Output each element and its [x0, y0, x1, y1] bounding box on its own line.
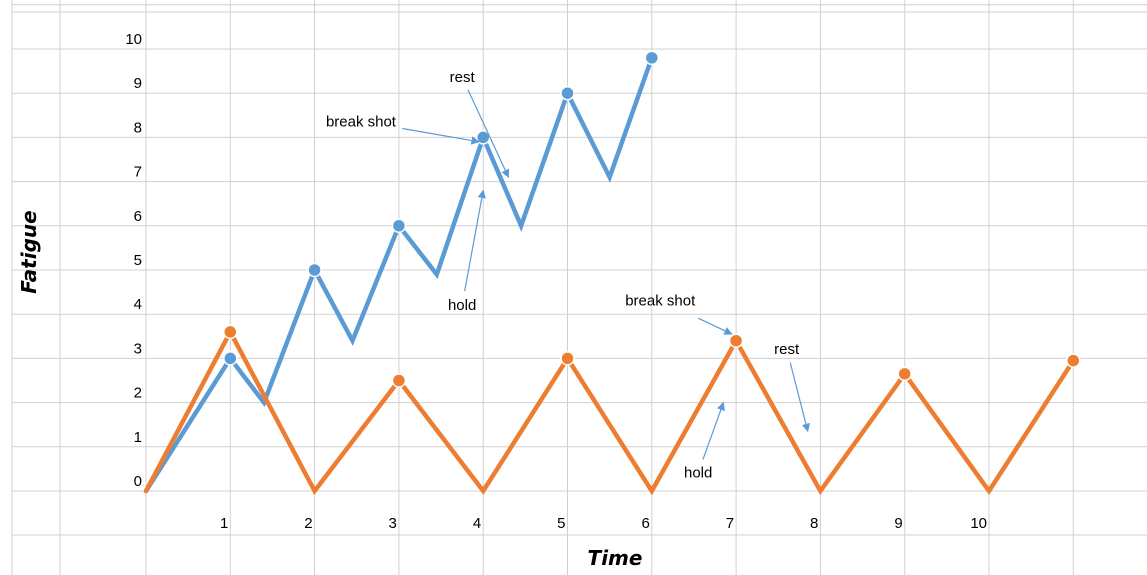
blue-series-point	[223, 351, 238, 366]
x-axis-title: Time	[588, 546, 643, 570]
x-tick-label: 5	[557, 515, 565, 532]
x-tick-label: 4	[473, 515, 481, 532]
series-layer	[143, 50, 1081, 496]
annotation-label: break shot	[625, 292, 696, 309]
annotation-arrow	[789, 362, 810, 433]
y-tick-label: 8	[134, 119, 142, 136]
annotation-label: hold	[448, 297, 476, 314]
orange-series-point	[391, 373, 407, 388]
annotation-arrow	[702, 401, 725, 460]
x-tick-label: 3	[389, 515, 397, 532]
y-tick-label: 0	[134, 473, 142, 490]
annotation-arrow	[402, 127, 480, 145]
blue-series-point	[391, 218, 407, 234]
blue-series-point	[560, 85, 575, 101]
orange-series-line	[143, 327, 1076, 496]
annotation-label: break shot	[326, 113, 397, 130]
y-tick-label: 4	[134, 296, 142, 313]
blue-series-point	[644, 50, 660, 66]
annotation-arrow	[467, 89, 510, 178]
x-tick-label: 6	[641, 515, 649, 532]
orange-series-point	[897, 366, 912, 382]
annotations: rest break shot hold break shot rest hold	[326, 69, 810, 482]
annotation-label: hold	[684, 465, 712, 482]
annotation-label: rest	[450, 69, 476, 86]
y-tick-label: 5	[134, 252, 142, 269]
y-axis-tick-labels: 0 1 2 3 4 5 6 7 8 9 10	[125, 31, 142, 490]
y-tick-label: 10	[125, 31, 142, 48]
y-tick-label: 2	[134, 385, 142, 402]
x-tick-label: 2	[304, 515, 312, 532]
orange-series-point	[1066, 353, 1081, 368]
x-tick-label: 7	[726, 515, 734, 532]
x-tick-label: 10	[970, 515, 987, 532]
y-tick-label: 6	[134, 208, 142, 225]
orange-series-point	[728, 333, 744, 348]
x-tick-label: 8	[810, 515, 818, 532]
orange-series-point	[560, 351, 575, 366]
x-tick-label: 9	[894, 515, 902, 532]
y-axis-title: Fatigue	[17, 210, 41, 293]
annotation-label: rest	[774, 341, 800, 358]
x-axis-tick-labels: 1 2 3 4 5 6 7 8 9 10	[220, 515, 987, 532]
orange-series-point	[223, 324, 238, 340]
annotation-arrow	[697, 317, 733, 335]
y-tick-label: 1	[134, 429, 142, 446]
blue-series-line	[143, 55, 655, 494]
x-tick-label: 1	[220, 515, 228, 532]
gridlines	[11, 0, 1147, 575]
blue-series-point	[307, 262, 322, 278]
y-tick-label: 9	[134, 75, 142, 92]
annotation-arrow	[464, 189, 486, 292]
y-tick-label: 3	[134, 340, 142, 357]
y-tick-label: 7	[134, 164, 142, 181]
